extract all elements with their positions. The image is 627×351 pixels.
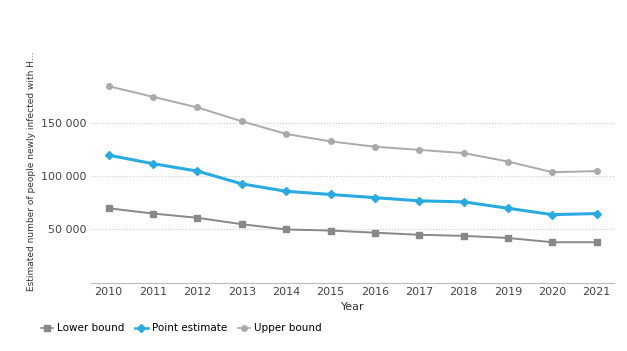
Text: Estimated number of people newly infected with HIV: Estimated number of people newly infecte… — [95, 16, 532, 34]
Y-axis label: Estimated number of people newly infected with H...: Estimated number of people newly infecte… — [28, 51, 36, 291]
Legend: Lower bound, Point estimate, Upper bound: Lower bound, Point estimate, Upper bound — [36, 319, 326, 337]
X-axis label: Year: Year — [341, 302, 364, 312]
